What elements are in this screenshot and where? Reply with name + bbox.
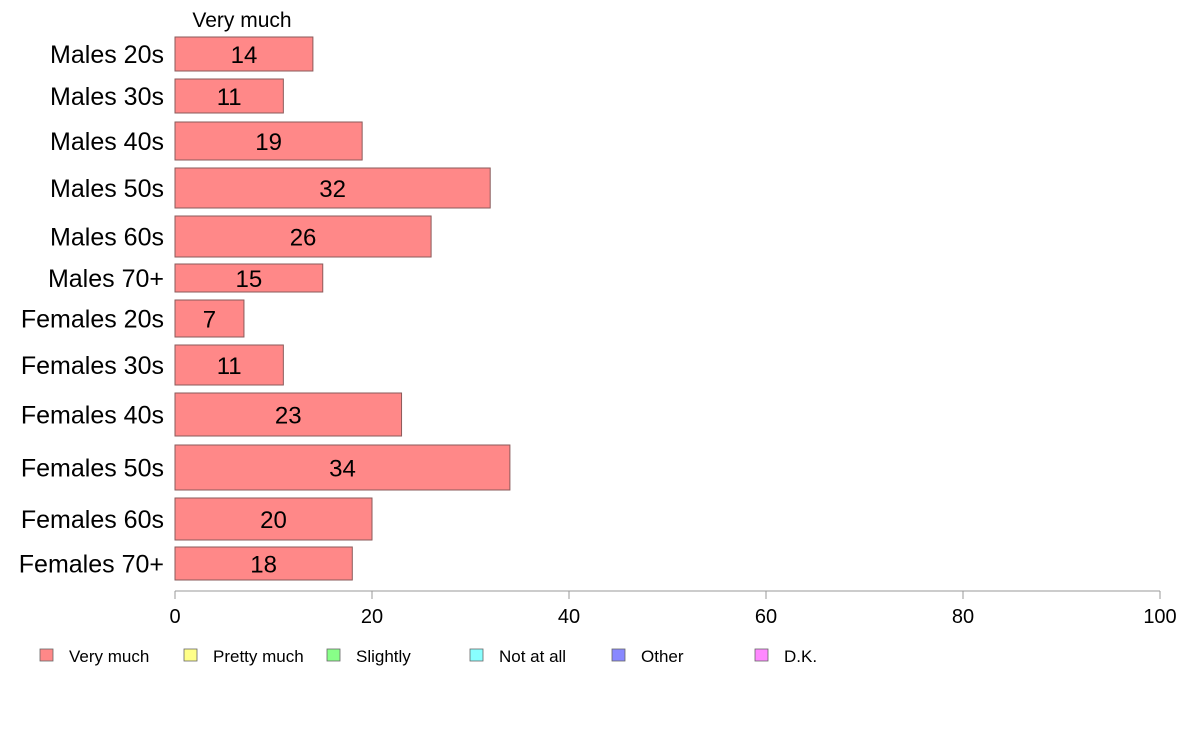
legend-swatch [611, 648, 626, 662]
legend: Very much Pretty much Slightly Not at all Ot… [39, 647, 817, 666]
bar [174, 344, 284, 386]
category-label: Males 60s [50, 224, 164, 252]
data-label: 20 [260, 507, 287, 534]
bar [174, 392, 403, 437]
category-label: Males 70+ [48, 265, 164, 293]
legend-label: Not at all [499, 647, 566, 666]
data-label: 15 [236, 266, 263, 293]
category-label: Males 50s [50, 175, 164, 203]
bar [174, 121, 363, 161]
bar [174, 444, 511, 491]
legend-swatch [183, 648, 198, 662]
bar [174, 36, 314, 72]
x-tick-label: 40 [558, 606, 580, 628]
data-label: 18 [250, 552, 277, 579]
legend-swatch [326, 648, 341, 662]
legend-label: Other [641, 647, 684, 666]
legend-swatch [754, 648, 769, 662]
bar [174, 263, 324, 293]
data-label: 14 [231, 42, 258, 69]
legend-swatch [469, 648, 484, 662]
legend-label: D.K. [784, 647, 817, 666]
data-label: 11 [217, 353, 242, 380]
legend-label: Pretty much [213, 647, 304, 666]
x-tick-label: 0 [169, 606, 180, 628]
bar [174, 546, 353, 581]
category-label: Females 40s [21, 402, 164, 430]
series-head-label: Very much [192, 9, 291, 32]
category-label: Females 30s [21, 352, 164, 380]
data-label: 32 [319, 176, 346, 203]
data-label: 23 [275, 403, 302, 430]
category-label: Females 60s [21, 506, 164, 534]
category-label: Males 30s [50, 83, 164, 111]
category-label: Females 20s [21, 306, 164, 334]
category-labels: Males 20s Males 30s Males 40s Males 50s Male… [19, 41, 164, 579]
category-label: Males 40s [50, 128, 164, 156]
category-label: Females 70+ [19, 551, 164, 579]
bar [174, 299, 245, 338]
legend-swatch [39, 648, 54, 662]
bar [174, 215, 432, 258]
legend-label: Slightly [356, 647, 411, 666]
x-tick-label: 60 [755, 606, 777, 628]
category-label: Males 20s [50, 41, 164, 69]
data-label: 7 [203, 307, 216, 334]
legend-label: Very much [69, 647, 149, 666]
x-axis: 0 20 40 60 80 100 [169, 590, 1177, 628]
x-tick-label: 80 [952, 606, 974, 628]
x-tick-label: 20 [361, 606, 383, 628]
bar [174, 167, 491, 209]
data-label: 19 [255, 129, 282, 156]
category-label: Females 50s [21, 455, 164, 483]
data-label: 34 [329, 456, 356, 483]
bar [174, 497, 373, 541]
bar [174, 78, 284, 114]
data-label: 11 [217, 84, 242, 111]
x-tick-label: 100 [1143, 606, 1176, 628]
data-label: 26 [290, 225, 317, 252]
